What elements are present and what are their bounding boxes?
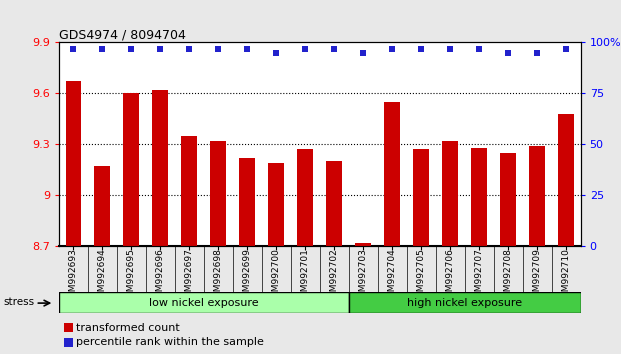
Text: stress: stress xyxy=(3,297,34,307)
Bar xyxy=(66,81,81,246)
Text: GSM992701: GSM992701 xyxy=(301,249,310,303)
Point xyxy=(445,46,455,51)
Bar xyxy=(349,292,581,313)
Bar xyxy=(558,114,574,246)
Text: GSM992706: GSM992706 xyxy=(446,249,455,303)
Point xyxy=(127,46,137,51)
Bar xyxy=(442,141,458,246)
Bar xyxy=(211,141,226,246)
Text: GSM992702: GSM992702 xyxy=(330,249,339,303)
Bar xyxy=(297,149,313,246)
Text: GSM992707: GSM992707 xyxy=(474,249,484,303)
Text: GSM992700: GSM992700 xyxy=(272,249,281,303)
Point xyxy=(474,46,484,51)
Text: low nickel exposure: low nickel exposure xyxy=(149,298,259,308)
Text: GSM992697: GSM992697 xyxy=(185,249,194,303)
Text: GSM992698: GSM992698 xyxy=(214,249,223,303)
Point xyxy=(271,50,281,56)
Point xyxy=(184,46,194,51)
Text: GSM992694: GSM992694 xyxy=(98,249,107,303)
Point xyxy=(503,50,513,56)
Text: GSM992708: GSM992708 xyxy=(504,249,513,303)
Point xyxy=(416,46,426,51)
Point xyxy=(214,46,224,51)
Text: percentile rank within the sample: percentile rank within the sample xyxy=(76,337,264,347)
Text: GDS4974 / 8094704: GDS4974 / 8094704 xyxy=(59,28,186,41)
Text: GSM992699: GSM992699 xyxy=(243,249,252,303)
Text: GSM992695: GSM992695 xyxy=(127,249,136,303)
Bar xyxy=(355,242,371,246)
Bar xyxy=(94,166,111,246)
Text: GSM992705: GSM992705 xyxy=(417,249,426,303)
Bar xyxy=(239,158,255,246)
Text: GSM992709: GSM992709 xyxy=(533,249,542,303)
Bar xyxy=(181,136,197,246)
Point xyxy=(358,50,368,56)
Text: transformed count: transformed count xyxy=(76,322,180,332)
Bar xyxy=(327,161,342,246)
Text: high nickel exposure: high nickel exposure xyxy=(407,298,522,308)
Point xyxy=(97,46,107,51)
Text: GSM992696: GSM992696 xyxy=(156,249,165,303)
Bar xyxy=(529,146,545,246)
Point xyxy=(68,46,78,51)
Bar xyxy=(124,93,139,246)
Bar xyxy=(471,148,487,246)
Point xyxy=(242,46,252,51)
Text: GSM992710: GSM992710 xyxy=(561,249,571,303)
Point xyxy=(329,46,339,51)
Point xyxy=(561,46,571,51)
Point xyxy=(301,46,310,51)
Point xyxy=(155,46,165,51)
Bar xyxy=(384,102,400,246)
Text: GSM992704: GSM992704 xyxy=(388,249,397,303)
Point xyxy=(388,46,397,51)
Bar xyxy=(414,149,429,246)
Text: GSM992693: GSM992693 xyxy=(69,249,78,303)
Point xyxy=(532,50,542,56)
Bar xyxy=(59,292,349,313)
Bar xyxy=(64,338,73,347)
Bar xyxy=(152,90,168,246)
Bar xyxy=(268,163,284,246)
Bar xyxy=(64,323,73,332)
Bar xyxy=(501,153,516,246)
Text: GSM992703: GSM992703 xyxy=(359,249,368,303)
